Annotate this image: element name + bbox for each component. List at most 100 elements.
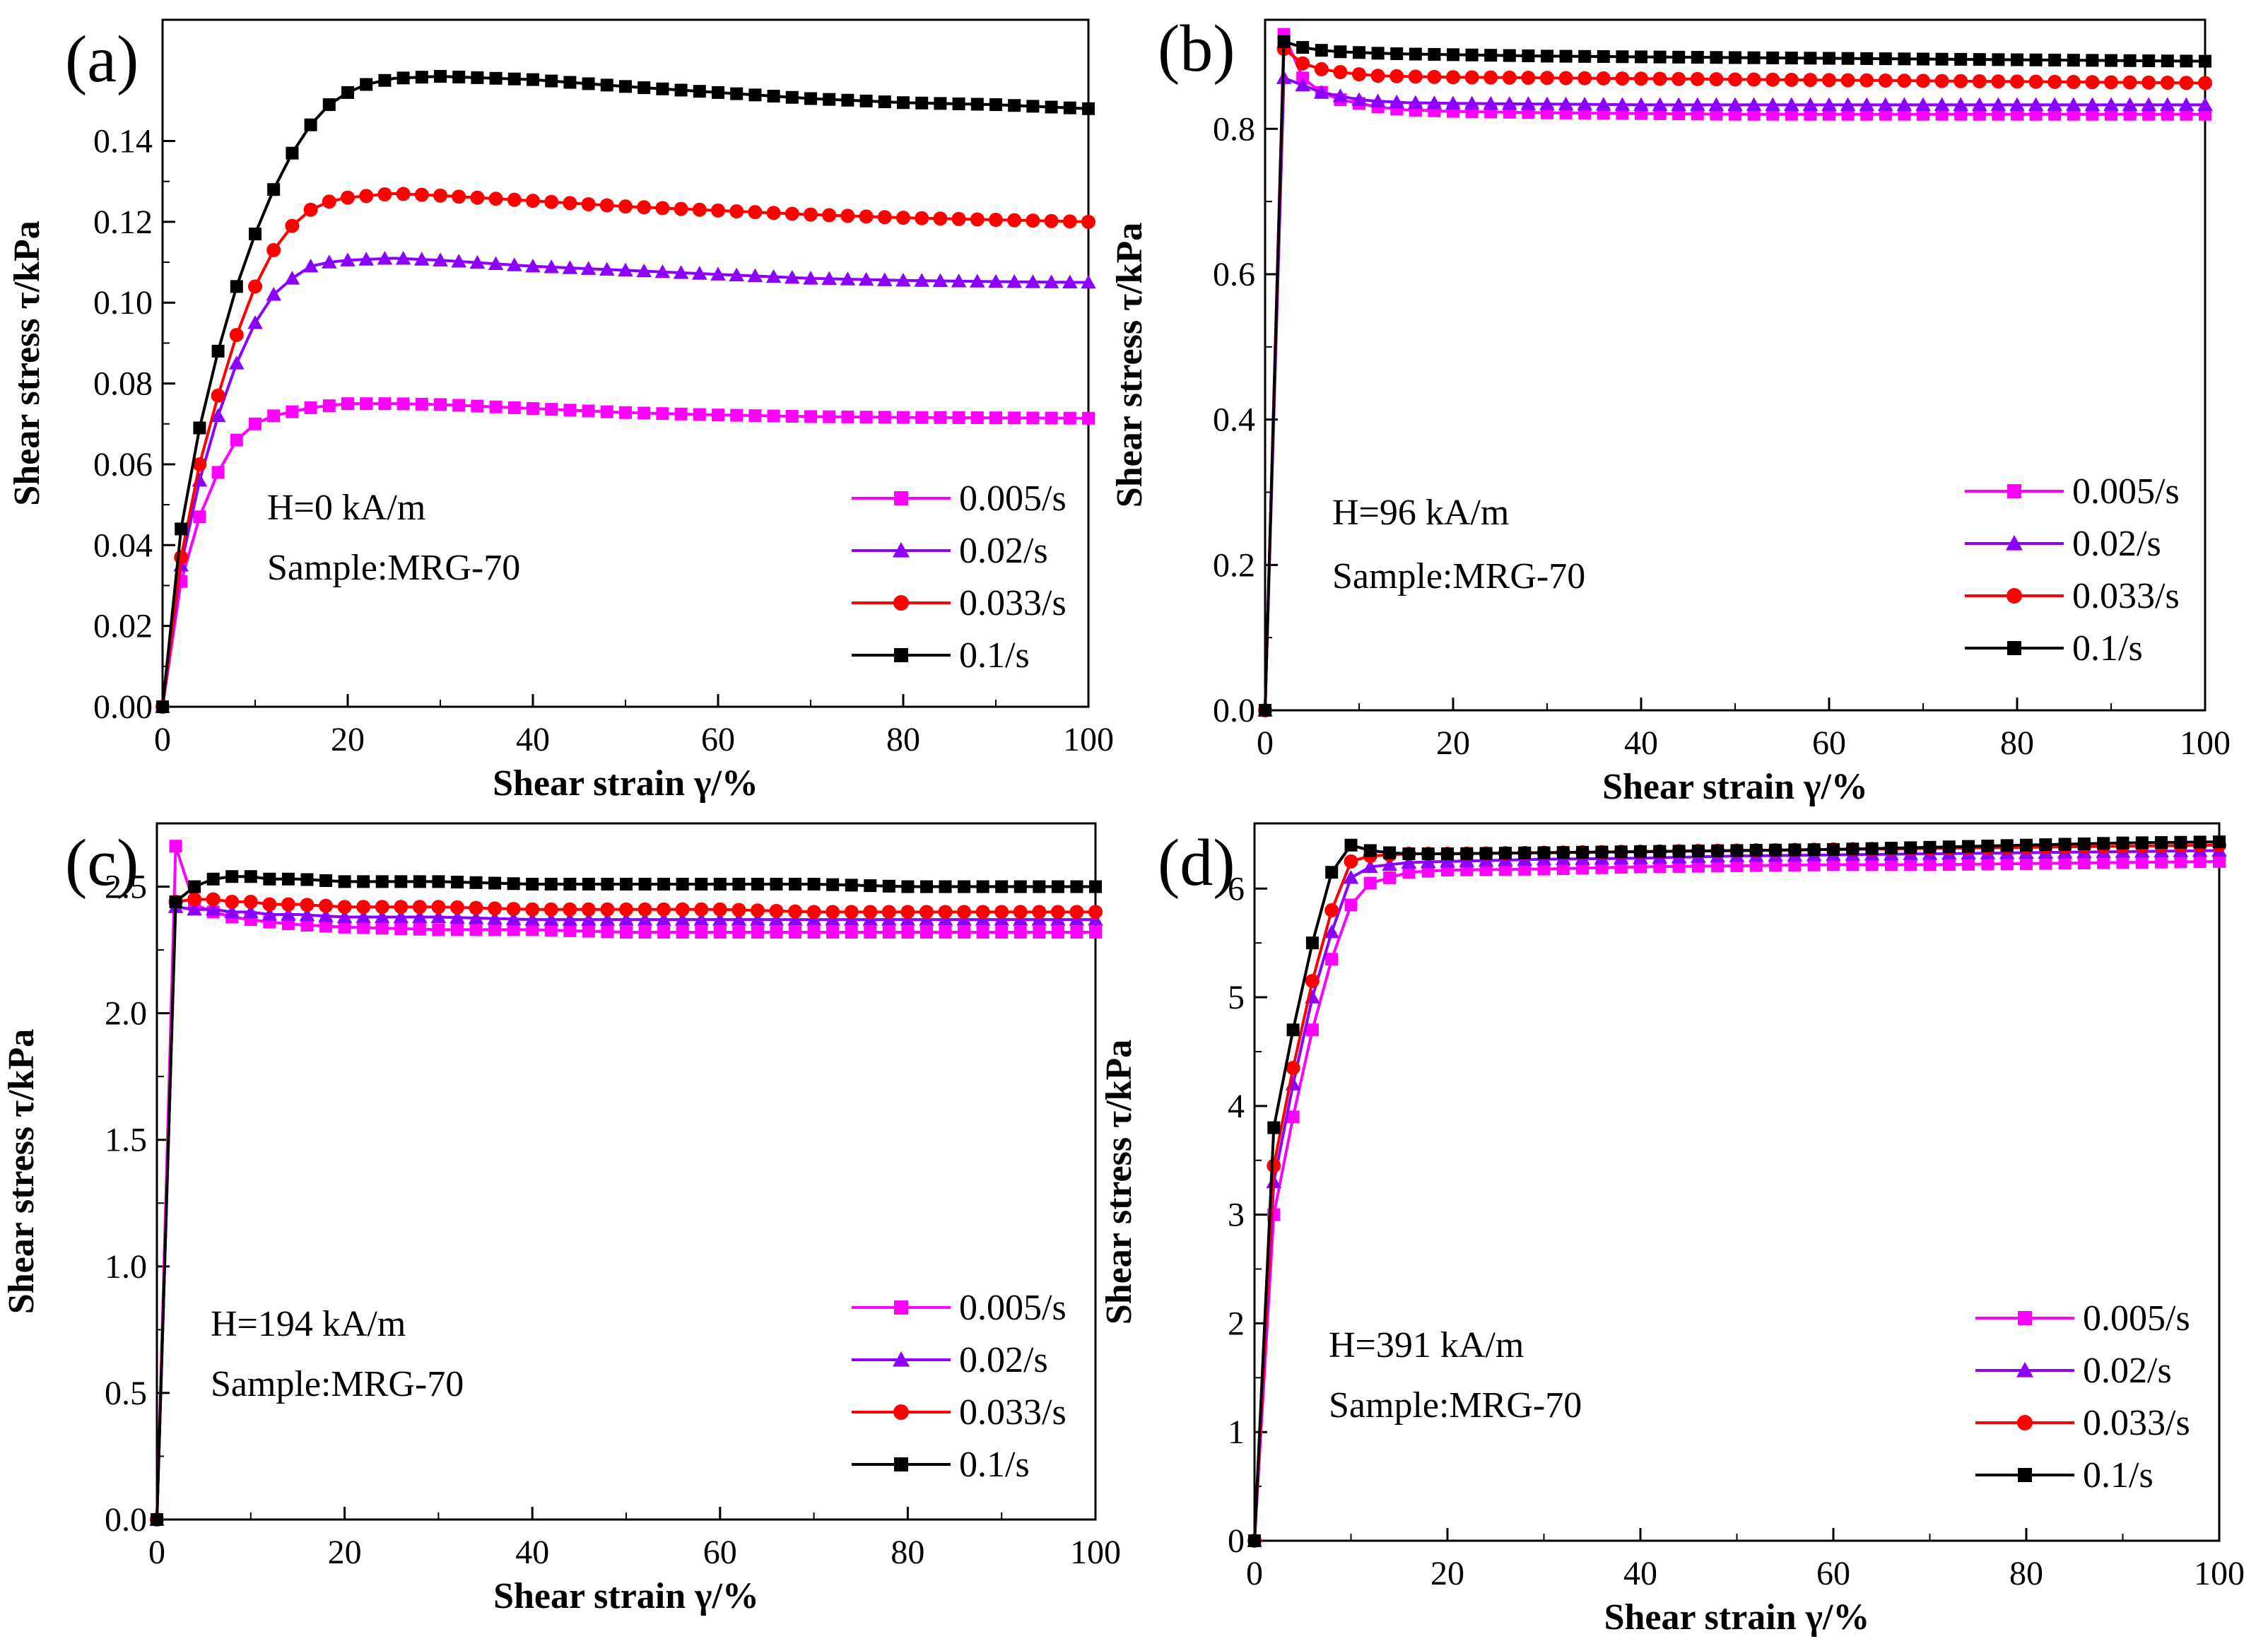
data-point xyxy=(1383,871,1397,884)
field-annotation: H=391 kA/m xyxy=(1329,1325,1524,1365)
data-point xyxy=(2077,856,2091,869)
field-annotation: H=96 kA/m xyxy=(1332,493,1509,533)
data-point xyxy=(1540,71,1554,86)
data-point xyxy=(1671,71,1686,86)
data-point xyxy=(951,211,966,226)
data-point xyxy=(1062,214,1077,229)
data-point xyxy=(263,872,276,886)
data-point xyxy=(788,904,803,919)
data-point xyxy=(1615,71,1630,86)
data-point xyxy=(432,923,445,936)
data-point xyxy=(2066,97,2081,111)
data-point xyxy=(896,211,910,225)
data-point xyxy=(674,83,688,97)
data-point xyxy=(2135,856,2149,869)
data-point xyxy=(901,880,915,893)
series-0-033-s xyxy=(155,187,1095,714)
data-point xyxy=(318,908,334,922)
legend-label: 0.02/s xyxy=(959,531,1048,571)
data-point xyxy=(319,874,333,887)
data-point xyxy=(1765,97,1780,111)
legend-marker xyxy=(2018,1311,2032,1325)
data-point xyxy=(1314,61,1329,76)
data-point xyxy=(341,190,355,205)
x-tick-label: 60 xyxy=(703,1534,737,1571)
data-point xyxy=(2174,855,2187,869)
data-point xyxy=(970,274,985,288)
data-point xyxy=(1634,71,1648,86)
data-point xyxy=(2011,107,2023,121)
data-point xyxy=(262,897,277,912)
series-0-1-s xyxy=(156,70,1095,713)
series-0-1-s xyxy=(1248,835,2226,1547)
x-tick-label: 40 xyxy=(516,721,550,758)
data-point xyxy=(1973,53,1986,66)
data-point xyxy=(637,912,653,926)
data-point xyxy=(952,97,965,110)
data-point xyxy=(470,190,485,205)
chart-panel-c: 0 20 40 60 80 100 0.0 0.5 1.0 1.5 2.0 2.5 Shear stra… xyxy=(1,822,1121,1616)
data-point xyxy=(151,1513,163,1526)
data-point xyxy=(471,399,484,413)
data-point xyxy=(919,905,934,919)
legend-marker xyxy=(2006,535,2023,551)
data-point xyxy=(657,902,671,917)
data-point xyxy=(525,258,541,273)
data-point xyxy=(637,902,652,917)
data-point xyxy=(230,280,243,293)
panel-label: (c) xyxy=(65,826,139,900)
legend-marker xyxy=(894,1457,908,1471)
data-point xyxy=(748,88,762,102)
data-point xyxy=(247,315,263,329)
data-point xyxy=(2047,97,2062,111)
data-point xyxy=(175,522,188,536)
data-point xyxy=(1334,45,1347,59)
data-point xyxy=(1896,97,1912,111)
data-point xyxy=(2142,54,2156,68)
data-point xyxy=(262,907,278,921)
data-point xyxy=(807,926,821,939)
data-point xyxy=(1518,862,1532,876)
data-point xyxy=(2028,74,2043,89)
data-point xyxy=(1363,876,1377,890)
data-point xyxy=(2086,107,2099,121)
data-point xyxy=(731,912,747,926)
data-point xyxy=(1483,95,1498,110)
data-point xyxy=(1596,97,1611,111)
data-point xyxy=(952,411,965,424)
data-point xyxy=(1446,70,1460,85)
data-point xyxy=(1991,74,2006,89)
y-tick-label: 0.06 xyxy=(93,446,153,483)
data-point xyxy=(1259,704,1271,717)
data-point xyxy=(693,408,706,421)
data-point xyxy=(2116,836,2129,850)
data-point xyxy=(249,228,262,241)
data-point xyxy=(357,921,370,934)
data-point xyxy=(1954,107,1968,121)
data-point xyxy=(675,902,690,917)
data-point xyxy=(732,877,746,891)
legend-marker xyxy=(2007,484,2021,498)
data-point xyxy=(1953,97,1968,111)
data-point xyxy=(620,877,633,891)
y-tick-label: 0.8 xyxy=(1213,110,1255,148)
data-point xyxy=(1846,842,1859,856)
data-point xyxy=(1652,71,1667,86)
data-point xyxy=(2122,75,2137,90)
data-point xyxy=(450,910,465,924)
data-point xyxy=(244,870,257,883)
y-tick-label: 0.08 xyxy=(93,365,153,403)
data-point xyxy=(2199,107,2211,121)
data-point xyxy=(915,211,929,225)
data-point xyxy=(1351,92,1367,106)
data-point xyxy=(1614,97,1631,111)
data-point xyxy=(430,909,447,924)
data-point xyxy=(1070,926,1083,939)
data-point xyxy=(1954,52,1968,66)
data-point xyxy=(674,201,688,216)
data-point xyxy=(806,905,821,919)
data-point xyxy=(789,877,802,891)
legend-item: 0.033/s xyxy=(852,583,1067,623)
data-point xyxy=(1082,102,1095,115)
